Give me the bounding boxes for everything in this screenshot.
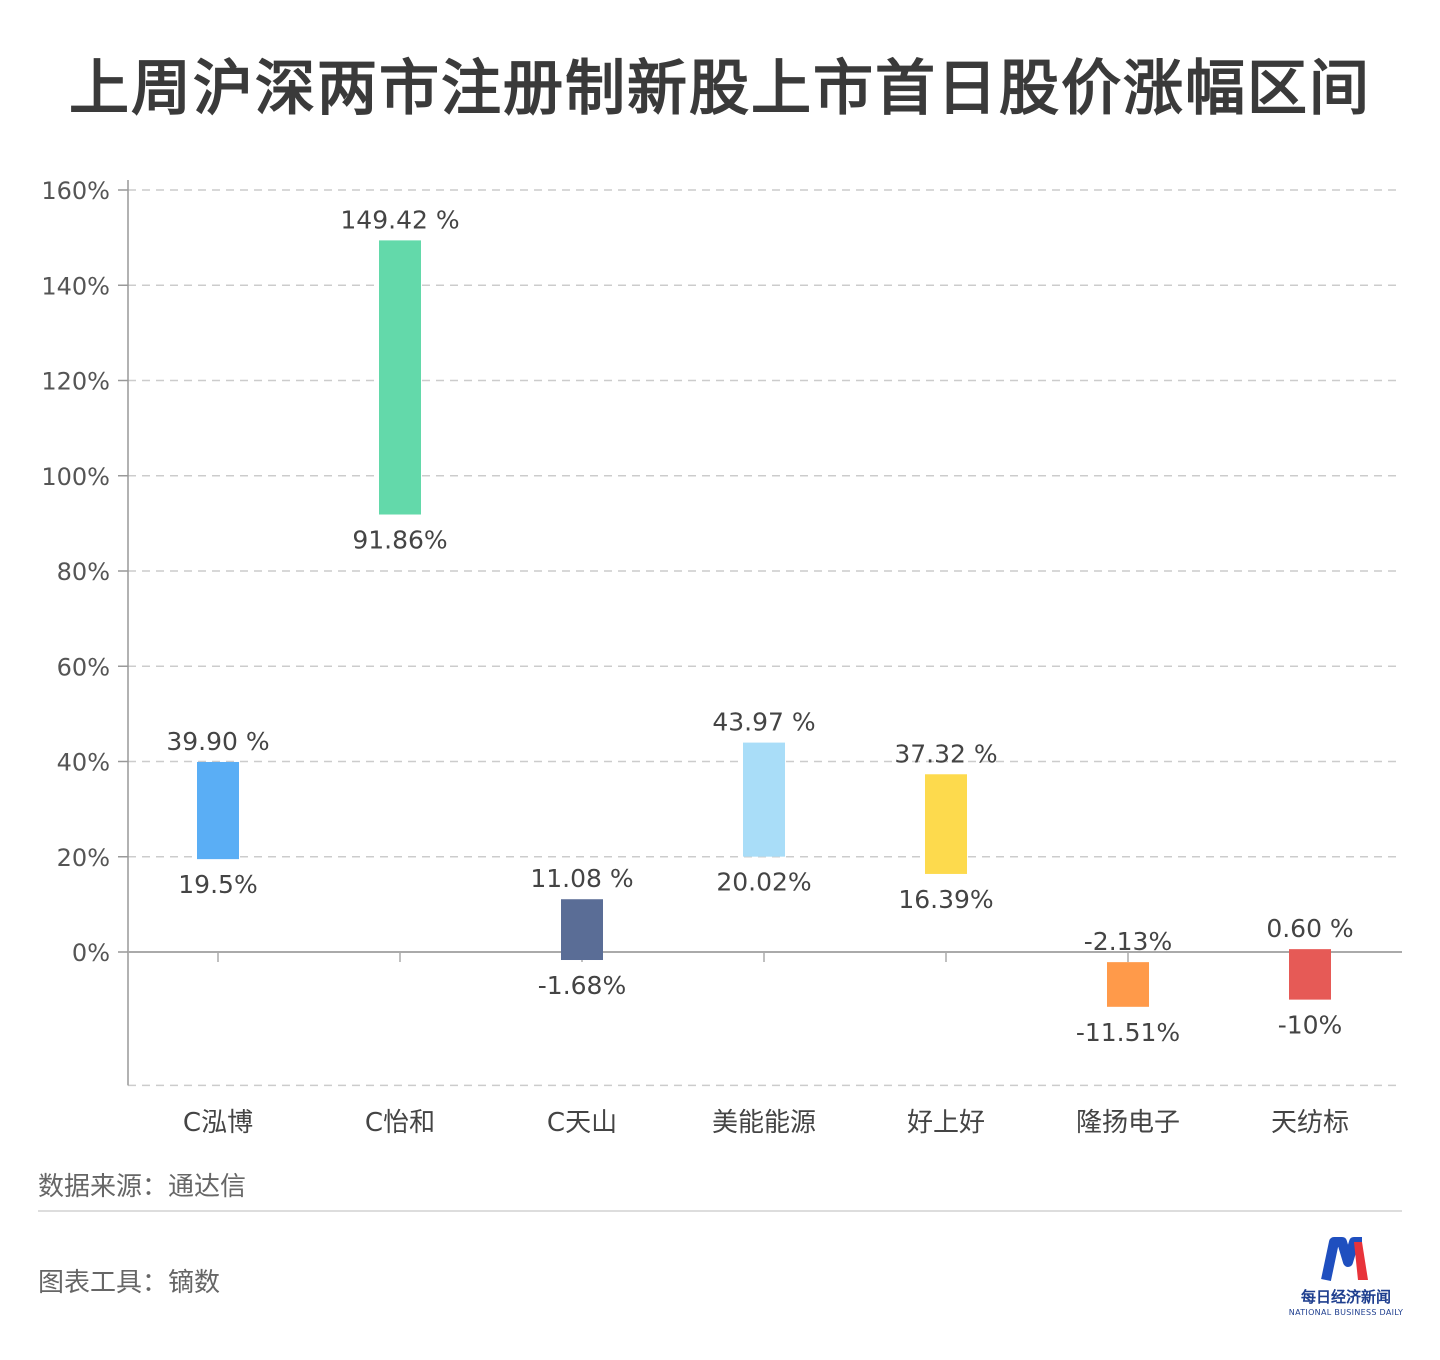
chart-title: 上周沪深两市注册制新股上市首日股价涨幅区间 (69, 54, 1371, 124)
axes: 0% 20% 40% 60% 80% 100% 120% 140% 160% C泓博 C怡和 C天山 美… (41, 177, 1402, 1138)
label-high: 43.97 % (712, 708, 815, 737)
label-high: 0.60 % (1266, 914, 1353, 943)
category-label: C怡和 (365, 1108, 435, 1138)
category-label: 好上好 (907, 1108, 985, 1138)
data-labels: 39.90 % 19.5% 149.42 % 91.86% 11.08 % -1.68% 4… (166, 205, 1353, 1046)
category-label: 隆扬电子 (1076, 1108, 1180, 1138)
chart-tool: 图表工具：镝数 (38, 1268, 221, 1298)
bars (197, 240, 1331, 1007)
label-low: -11.51% (1076, 1018, 1180, 1047)
label-low: -1.68% (538, 971, 626, 1000)
label-high: 149.42 % (340, 205, 459, 234)
bar-0 (197, 761, 239, 860)
bar-2 (561, 899, 603, 961)
label-low: 20.02% (716, 868, 811, 897)
logo-mark-icon (1321, 1237, 1368, 1282)
data-source: 数据来源：通达信 (38, 1172, 247, 1202)
bar-3 (743, 742, 785, 857)
y-tick-label: 60% (57, 653, 110, 681)
label-low: 16.39% (898, 885, 993, 914)
label-low: 91.86% (352, 526, 447, 555)
label-high: -2.13% (1084, 927, 1172, 956)
category-label: C泓博 (183, 1108, 253, 1138)
label-high: 39.90 % (166, 727, 269, 756)
footer-divider (38, 1210, 1402, 1212)
bar-1 (379, 240, 421, 515)
y-tick-label: 20% (57, 844, 110, 872)
bar-6 (1289, 949, 1331, 1000)
floating-bar-chart: 0% 20% 40% 60% 80% 100% 120% 140% 160% C泓博 C怡和 C天山 美… (41, 177, 1402, 1138)
y-tick-label: 160% (41, 177, 110, 205)
publisher-logo: 每日经济新闻 NATIONAL BUSINESS DAILY (1286, 1236, 1406, 1326)
label-low: 19.5% (178, 870, 257, 899)
y-tick-label: 80% (57, 558, 110, 586)
y-tick-label: 100% (41, 463, 110, 491)
category-label: 美能能源 (712, 1108, 816, 1138)
logo-name-cn: 每日经济新闻 (1300, 1288, 1391, 1306)
bar-5 (1107, 962, 1149, 1007)
label-high: 37.32 % (894, 739, 997, 768)
y-tick-label: 140% (41, 272, 110, 300)
category-label: C天山 (547, 1108, 617, 1138)
label-low: -10% (1278, 1011, 1343, 1040)
logo-name-en: NATIONAL BUSINESS DAILY (1288, 1308, 1404, 1317)
y-tick-label: 40% (57, 749, 110, 777)
y-tick-label: 0% (72, 939, 110, 967)
label-high: 11.08 % (530, 864, 633, 893)
category-label: 天纺标 (1271, 1108, 1349, 1138)
bar-4 (925, 774, 967, 874)
y-tick-label: 120% (41, 368, 110, 396)
